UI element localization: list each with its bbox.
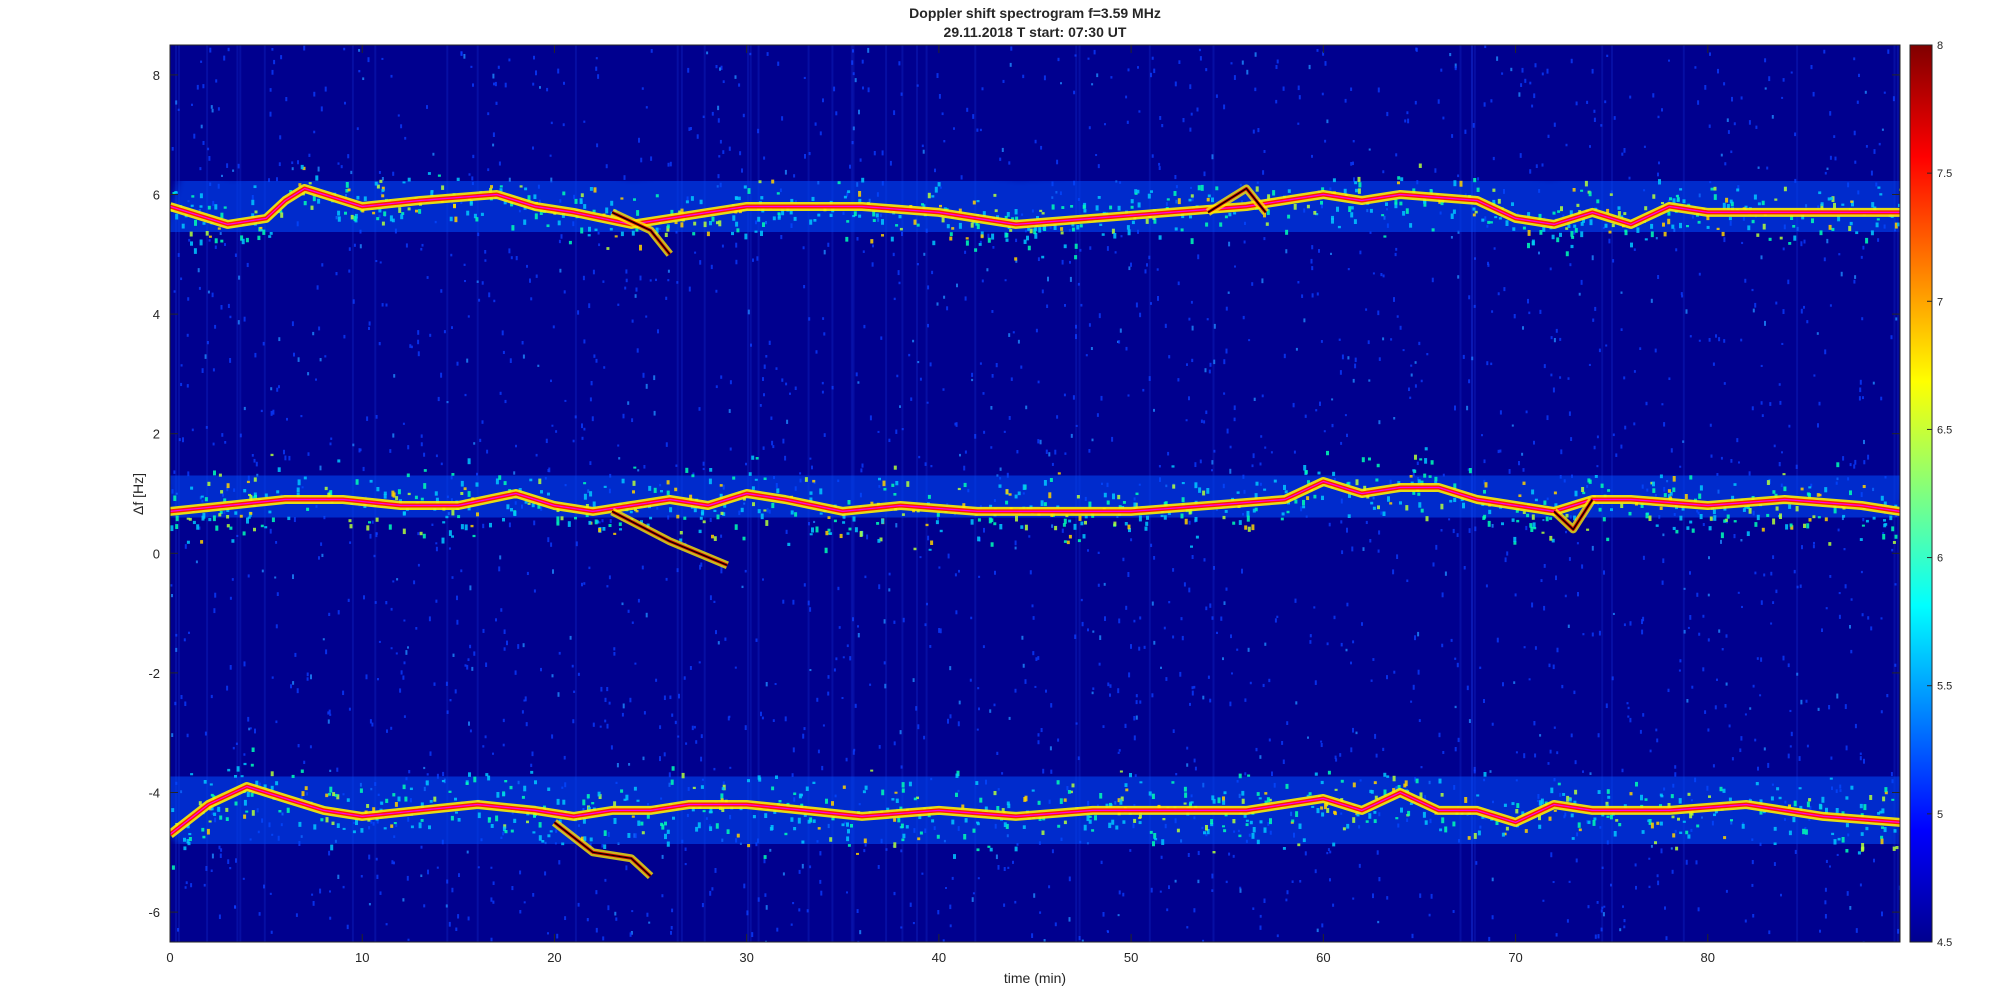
- doppler-trace-2: [170, 422, 1900, 571]
- x-tick-label: 0: [166, 950, 173, 965]
- disturbance-5: [1551, 497, 1596, 534]
- y-tick-label: -6: [148, 905, 160, 920]
- y-axis: 8 6 4 2 0 -2 -4 -6: [148, 68, 1900, 920]
- plot-frame: [169, 44, 1901, 943]
- y-tick-label: 6: [153, 188, 160, 203]
- spectrogram-image: [170, 45, 1900, 942]
- colorbar-tick-label: 8: [1937, 40, 1943, 52]
- disturbance-1: [610, 208, 673, 257]
- doppler-trace-3: [170, 727, 1900, 882]
- y-tick-label: 4: [153, 307, 160, 322]
- colorbar-tick-label: 4.5: [1937, 937, 1952, 949]
- x-tick-label: 40: [932, 950, 946, 965]
- colorbar-tick-label: 7: [1937, 296, 1943, 308]
- x-tick-label: 60: [1316, 950, 1330, 965]
- x-tick-label: 80: [1701, 950, 1715, 965]
- disturbance-4: [1205, 184, 1269, 216]
- colorbar-tick-label: 6.5: [1937, 424, 1952, 436]
- y-tick-label: 8: [153, 68, 160, 83]
- colorbar: [1909, 44, 1933, 943]
- chart-title: Doppler shift spectrogram f=3.59 MHz: [909, 5, 1161, 21]
- y-tick-label: 0: [153, 546, 160, 561]
- y-tick-label: 2: [153, 427, 160, 442]
- chart-subtitle: 29.11.2018 T start: 07:30 UT: [944, 24, 1127, 40]
- colorbar-tick-label: 7.5: [1937, 168, 1952, 180]
- x-tick-label: 70: [1508, 950, 1522, 965]
- disturbance-3: [551, 819, 654, 880]
- y-tick-label: -2: [148, 666, 160, 681]
- disturbance-2: [610, 507, 729, 569]
- x-tick-label: 20: [547, 950, 561, 965]
- colorbar-ticks: 8 7.5 7 6.5 6 5.5 5 4.5: [1927, 40, 1952, 949]
- colorbar-tick-label: 5: [1937, 809, 1943, 821]
- colorbar-tick-label: 6: [1937, 553, 1943, 565]
- y-tick-label: -4: [148, 786, 160, 801]
- y-axis-label: Δf [Hz]: [130, 473, 146, 515]
- x-axis: 0 10 20 30 40 50 60 70 80: [166, 45, 1715, 965]
- x-axis-label: time (min): [1004, 970, 1066, 986]
- colorbar-tick-label: 5.5: [1937, 681, 1952, 693]
- x-tick-label: 10: [355, 950, 369, 965]
- doppler-trace-1: [170, 142, 1900, 271]
- x-tick-label: 30: [739, 950, 753, 965]
- x-tick-label: 50: [1124, 950, 1138, 965]
